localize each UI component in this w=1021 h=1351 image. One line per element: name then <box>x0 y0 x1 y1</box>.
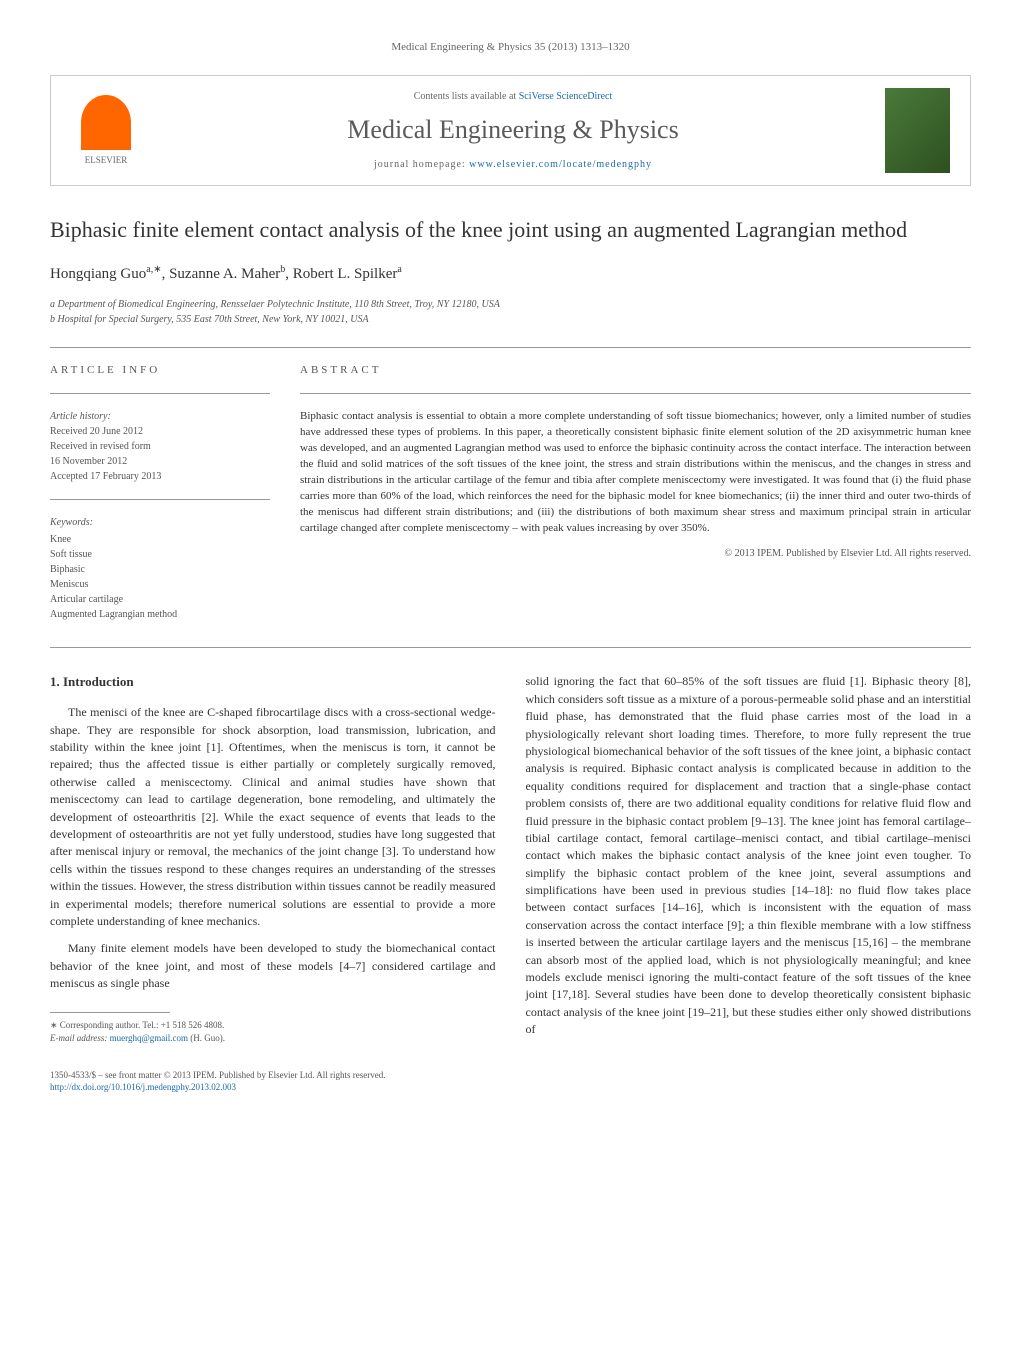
body-columns: 1. Introduction The menisci of the knee … <box>50 673 971 1048</box>
author-3: , Robert L. Spilker <box>285 266 397 282</box>
divider-top <box>50 347 971 348</box>
header-center: Contents lists available at SciVerse Sci… <box>161 90 865 172</box>
revised-label: Received in revised form <box>50 439 270 454</box>
journal-title: Medical Engineering & Physics <box>161 112 865 148</box>
affiliation-a: a Department of Biomedical Engineering, … <box>50 297 971 312</box>
authors-line: Hongqiang Guoa,∗, Suzanne A. Maherb, Rob… <box>50 263 971 285</box>
doi-link[interactable]: http://dx.doi.org/10.1016/j.medengphy.20… <box>50 1082 236 1092</box>
keywords-block: Keywords: Knee Soft tissue Biphasic Meni… <box>50 515 270 622</box>
revised-date: 16 November 2012 <box>50 454 270 469</box>
author-1-sup: a,∗ <box>146 264 161 275</box>
footnotes: ∗ Corresponding author. Tel.: +1 518 526… <box>50 1019 496 1044</box>
abstract: ABSTRACT Biphasic contact analysis is es… <box>300 363 971 622</box>
email-link[interactable]: muerghq@gmail.com <box>110 1033 188 1043</box>
homepage-label: journal homepage: <box>374 159 466 170</box>
keyword-5: Augmented Lagrangian method <box>50 607 270 622</box>
received-date: Received 20 June 2012 <box>50 424 270 439</box>
author-1: Hongqiang Guo <box>50 266 146 282</box>
journal-header-box: ELSEVIER Contents lists available at Sci… <box>50 75 971 186</box>
abstract-heading: ABSTRACT <box>300 363 971 378</box>
author-3-sup: a <box>397 264 401 275</box>
article-title: Biphasic finite element contact analysis… <box>50 216 971 245</box>
col1-para-2: Many finite element models have been dev… <box>50 940 496 992</box>
keyword-4: Articular cartilage <box>50 592 270 607</box>
abstract-text: Biphasic contact analysis is essential t… <box>300 409 971 537</box>
journal-cover-thumbnail <box>885 88 950 173</box>
footnote-divider <box>50 1012 170 1013</box>
homepage-link[interactable]: www.elsevier.com/locate/medengphy <box>469 159 652 170</box>
divider-bottom <box>50 647 971 648</box>
elsevier-logo: ELSEVIER <box>71 91 141 171</box>
col1-para-1: The menisci of the knee are C-shaped fib… <box>50 704 496 930</box>
keyword-3: Meniscus <box>50 577 270 592</box>
contents-line: Contents lists available at SciVerse Sci… <box>161 90 865 104</box>
keywords-divider <box>50 499 270 500</box>
issn-line: 1350-4533/$ – see front matter © 2013 IP… <box>50 1069 971 1082</box>
homepage-line: journal homepage: www.elsevier.com/locat… <box>161 158 865 172</box>
affiliation-b: b Hospital for Special Surgery, 535 East… <box>50 312 971 327</box>
info-abstract-row: ARTICLE INFO Article history: Received 2… <box>50 363 971 622</box>
history-label: Article history: <box>50 411 111 422</box>
accepted-date: Accepted 17 February 2013 <box>50 469 270 484</box>
elsevier-tree-icon <box>81 95 131 150</box>
email-name: (H. Guo). <box>190 1033 225 1043</box>
author-2: , Suzanne A. Maher <box>162 266 281 282</box>
contents-text: Contents lists available at <box>414 91 516 102</box>
keyword-1: Soft tissue <box>50 547 270 562</box>
sciencedirect-link[interactable]: SciVerse ScienceDirect <box>519 91 613 102</box>
bottom-matter: 1350-4533/$ – see front matter © 2013 IP… <box>50 1069 971 1094</box>
section-1-heading: 1. Introduction <box>50 673 496 692</box>
journal-reference: Medical Engineering & Physics 35 (2013) … <box>50 40 971 55</box>
affiliations: a Department of Biomedical Engineering, … <box>50 297 971 327</box>
keyword-0: Knee <box>50 532 270 547</box>
article-info-heading: ARTICLE INFO <box>50 363 270 378</box>
elsevier-label: ELSEVIER <box>85 154 128 167</box>
column-right: solid ignoring the fact that 60–85% of t… <box>526 673 972 1048</box>
col2-para-1: solid ignoring the fact that 60–85% of t… <box>526 673 972 1038</box>
abstract-copyright: © 2013 IPEM. Published by Elsevier Ltd. … <box>300 547 971 561</box>
column-left: 1. Introduction The menisci of the knee … <box>50 673 496 1048</box>
history-block: Article history: Received 20 June 2012 R… <box>50 409 270 484</box>
abstract-divider <box>300 393 971 394</box>
email-line: E-mail address: muerghq@gmail.com (H. Gu… <box>50 1032 496 1045</box>
corresponding-author: ∗ Corresponding author. Tel.: +1 518 526… <box>50 1019 496 1032</box>
article-info: ARTICLE INFO Article history: Received 2… <box>50 363 270 622</box>
keywords-label: Keywords: <box>50 517 93 528</box>
email-label: E-mail address: <box>50 1033 107 1043</box>
info-divider <box>50 393 270 394</box>
keyword-2: Biphasic <box>50 562 270 577</box>
